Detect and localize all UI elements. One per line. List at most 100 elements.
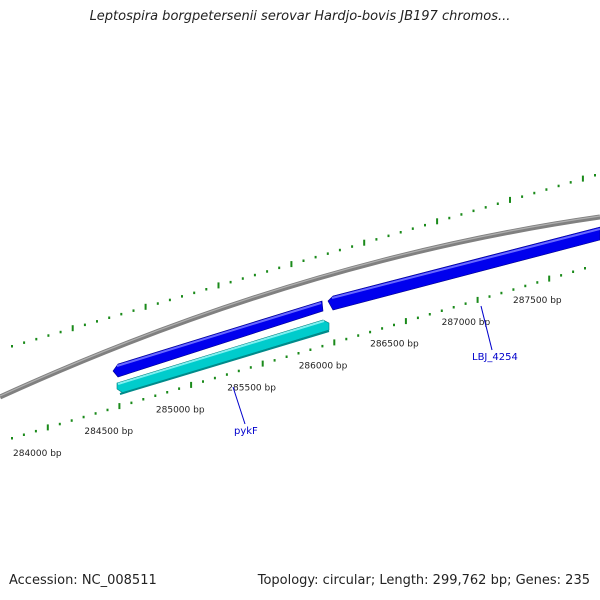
outer-minor-tick	[83, 323, 86, 327]
gene-forward-2[interactable]	[327, 226, 600, 311]
outer-minor-tick	[460, 213, 463, 216]
inner-minor-tick	[464, 302, 467, 305]
gene-label-pykF[interactable]: pykF	[234, 426, 258, 437]
outer-minor-tick	[521, 195, 524, 198]
inner-minor-tick	[273, 359, 276, 362]
inner-minor-tick	[309, 348, 312, 351]
inner-minor-tick	[237, 369, 240, 373]
inner-minor-tick	[524, 284, 527, 288]
outer-minor-tick	[47, 334, 50, 337]
inner-major-tick	[476, 296, 479, 303]
outer-major-tick	[581, 175, 584, 182]
outer-minor-tick	[472, 209, 475, 213]
ruler-tick-label: 286500 bp	[370, 340, 419, 350]
inner-minor-tick	[285, 355, 288, 358]
outer-minor-tick	[266, 270, 269, 273]
outer-minor-tick	[253, 273, 256, 277]
inner-minor-tick	[154, 394, 157, 397]
inner-minor-tick	[297, 352, 300, 355]
outer-major-tick	[217, 282, 220, 289]
outer-minor-tick	[326, 252, 329, 255]
inner-minor-tick	[166, 391, 169, 394]
outer-minor-tick	[594, 174, 596, 177]
gene-track	[112, 226, 600, 395]
outer-minor-tick	[302, 259, 305, 262]
outer-minor-tick	[181, 295, 183, 298]
outer-minor-tick	[545, 188, 548, 191]
outer-minor-tick	[35, 337, 38, 341]
accession-text: Accession: NC_008511	[9, 573, 157, 588]
outer-minor-tick	[424, 223, 426, 227]
outer-minor-tick	[387, 234, 390, 238]
ruler-tick-label: 284000 bp	[13, 449, 62, 459]
inner-minor-tick	[512, 288, 515, 291]
inner-minor-tick	[428, 313, 431, 316]
gene-label-LBJ_4254[interactable]: LBJ_4254	[472, 352, 518, 363]
outer-minor-tick	[59, 330, 62, 334]
inner-minor-tick	[202, 380, 204, 383]
outer-minor-tick	[569, 181, 572, 184]
outer-minor-tick	[351, 245, 354, 248]
outer-minor-tick	[120, 312, 123, 316]
outer-minor-tick	[168, 298, 171, 302]
outer-minor-tick	[496, 202, 499, 205]
inner-minor-tick	[488, 295, 491, 298]
outer-minor-tick	[278, 266, 281, 270]
outer-minor-tick	[484, 206, 487, 209]
outer-minor-tick	[96, 320, 98, 323]
outer-minor-tick	[399, 231, 402, 234]
inner-minor-tick	[452, 306, 455, 309]
outer-minor-tick	[193, 291, 196, 295]
topology-summary: Topology: circular; Length: 299,762 bp; …	[257, 573, 590, 588]
LBJ_4254-leader	[480, 305, 493, 351]
inner-major-tick	[261, 360, 264, 367]
inner-minor-tick	[70, 419, 73, 422]
outer-major-tick	[290, 261, 293, 268]
inner-major-tick	[118, 403, 121, 410]
inner-minor-tick	[106, 408, 109, 412]
chromosome-backbone	[0, 214, 600, 400]
inner-minor-tick	[249, 366, 252, 369]
inner-minor-tick	[11, 437, 13, 440]
pykF-leader	[232, 386, 246, 425]
inner-minor-tick	[34, 429, 37, 433]
ruler-tick-label: 287500 bp	[513, 296, 562, 306]
inner-minor-tick	[357, 334, 360, 337]
map-title: Leptospira borgpetersenii serovar Hardjo…	[89, 9, 511, 24]
inner-minor-tick	[416, 316, 419, 320]
outer-minor-tick	[11, 345, 13, 348]
outer-major-tick	[436, 218, 439, 225]
inner-minor-tick	[213, 376, 216, 380]
outer-minor-tick	[229, 280, 232, 284]
gene-reverse-pykF[interactable]	[116, 319, 330, 394]
inner-minor-tick	[345, 337, 348, 341]
ruler-tick-label: 285500 bp	[227, 383, 276, 393]
inner-ruler: 284000 bp 284500 bp 285000 bp 285500 bp 2860…	[11, 267, 586, 459]
outer-minor-tick	[314, 255, 317, 259]
inner-minor-tick	[536, 281, 539, 284]
outer-ruler	[11, 174, 596, 348]
inner-major-tick	[548, 275, 551, 282]
inner-minor-tick	[393, 323, 395, 327]
inner-minor-tick	[321, 344, 324, 348]
outer-minor-tick	[448, 216, 451, 220]
outer-major-tick	[509, 196, 511, 203]
outer-minor-tick	[156, 302, 159, 305]
outer-minor-tick	[375, 238, 378, 241]
inner-major-tick	[46, 424, 49, 431]
outer-minor-tick	[411, 227, 414, 230]
outer-minor-tick	[557, 184, 560, 188]
outer-minor-tick	[23, 341, 26, 344]
ruler-tick-label: 287000 bp	[442, 318, 491, 328]
inner-major-tick	[190, 381, 193, 388]
ruler-tick-label: 286000 bp	[299, 362, 348, 372]
outer-major-tick	[144, 303, 147, 310]
outer-minor-tick	[132, 309, 135, 312]
inner-minor-tick	[584, 267, 586, 270]
inner-minor-tick	[225, 373, 228, 376]
inner-minor-tick	[560, 274, 563, 277]
outer-minor-tick	[205, 288, 208, 291]
outer-minor-tick	[108, 316, 111, 319]
ruler-tick-label: 285000 bp	[156, 405, 205, 415]
